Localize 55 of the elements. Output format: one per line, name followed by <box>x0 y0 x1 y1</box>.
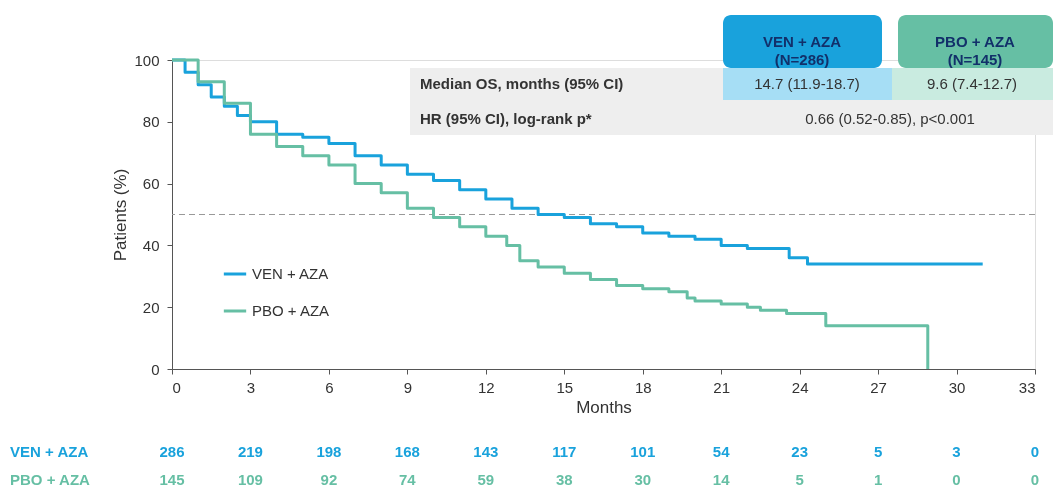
text: 14 <box>712 471 731 488</box>
text: 145 <box>159 471 185 488</box>
text: 219 <box>237 443 263 460</box>
x-tick-label: 21 <box>713 378 731 396</box>
text: 143 <box>473 443 499 460</box>
x-tick-label: 33 <box>1018 378 1036 396</box>
text: 38 <box>555 471 573 488</box>
y-tick-label: 0 <box>151 360 160 378</box>
x-tick-label: 9 <box>403 378 413 396</box>
text: 168 <box>394 443 420 460</box>
annotation: PBO + AZA (N=145) <box>935 33 1016 68</box>
y-tick-label: 20 <box>142 298 160 316</box>
text: 5 <box>873 443 883 460</box>
y-axis-title: Patients (%) <box>111 168 131 262</box>
x-tick-label: 12 <box>477 378 495 396</box>
text: 3 <box>952 443 961 460</box>
text: 5 <box>795 471 804 488</box>
annotation: HR (95% CI), log-rank p* <box>420 110 592 127</box>
text: 0 <box>1030 471 1040 488</box>
y-tick-label: 40 <box>142 236 160 254</box>
x-tick-label: 24 <box>791 378 809 396</box>
text: 101 <box>630 443 656 460</box>
text: 0 <box>952 471 961 488</box>
y-tick-label: 100 <box>134 51 160 69</box>
x-tick-label: 15 <box>556 378 574 396</box>
x-tick-label: 18 <box>634 378 652 396</box>
text: 117 <box>552 443 577 460</box>
annotation: 14.7 (11.9-18.7) <box>754 75 860 92</box>
text: 54 <box>712 443 731 460</box>
text: 59 <box>477 471 495 488</box>
annotation: 0.66 (0.52-0.85), p<0.001 <box>805 110 975 127</box>
x-tick-label: 27 <box>870 378 887 396</box>
text: PBO + AZA <box>10 471 91 488</box>
text: 286 <box>159 443 185 460</box>
legend-label: PBO + AZA <box>252 302 330 319</box>
text: 1 <box>873 471 883 488</box>
annotation: 9.6 (7.4-12.7) <box>926 75 1018 92</box>
legend-label: VEN + AZA <box>252 265 329 282</box>
x-tick-label: 0 <box>172 378 181 396</box>
text: 23 <box>791 443 808 460</box>
text: 0 <box>1030 443 1040 460</box>
text: 74 <box>399 471 417 488</box>
text: 109 <box>237 471 263 488</box>
y-tick-label: 60 <box>142 175 160 193</box>
annotation: VEN + AZA (N=286) <box>762 33 842 68</box>
y-tick-label: 80 <box>142 113 160 131</box>
x-tick-label: 3 <box>246 378 256 396</box>
text: VEN + AZA <box>10 443 89 460</box>
text: 30 <box>634 471 652 488</box>
x-tick-label: 6 <box>325 378 334 396</box>
text: 198 <box>316 443 342 460</box>
text: 92 <box>320 471 338 488</box>
annotation: Median OS, months (95% CI) <box>420 75 624 92</box>
x-tick-label: 30 <box>948 378 966 396</box>
x-axis-title: Months <box>576 397 632 417</box>
